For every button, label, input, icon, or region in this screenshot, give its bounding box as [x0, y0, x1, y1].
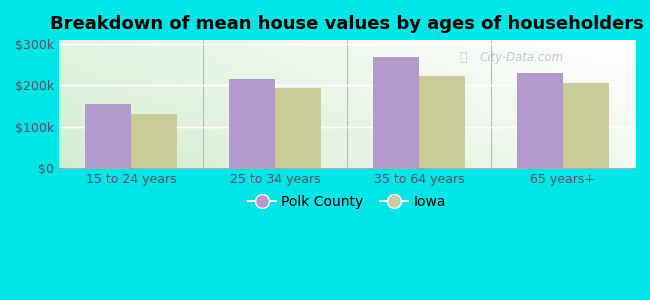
Bar [131, 114, 177, 168]
Bar [275, 88, 321, 168]
Bar [373, 57, 419, 168]
Title: Breakdown of mean house values by ages of householders: Breakdown of mean house values by ages o… [50, 15, 644, 33]
Bar [229, 79, 275, 168]
Text: ⓘ: ⓘ [460, 51, 467, 64]
Text: City-Data.com: City-Data.com [480, 51, 564, 64]
Bar [517, 73, 563, 168]
Bar [419, 76, 465, 168]
Legend: Polk County, Iowa: Polk County, Iowa [242, 190, 452, 215]
Bar [563, 83, 609, 168]
Bar [85, 104, 131, 168]
